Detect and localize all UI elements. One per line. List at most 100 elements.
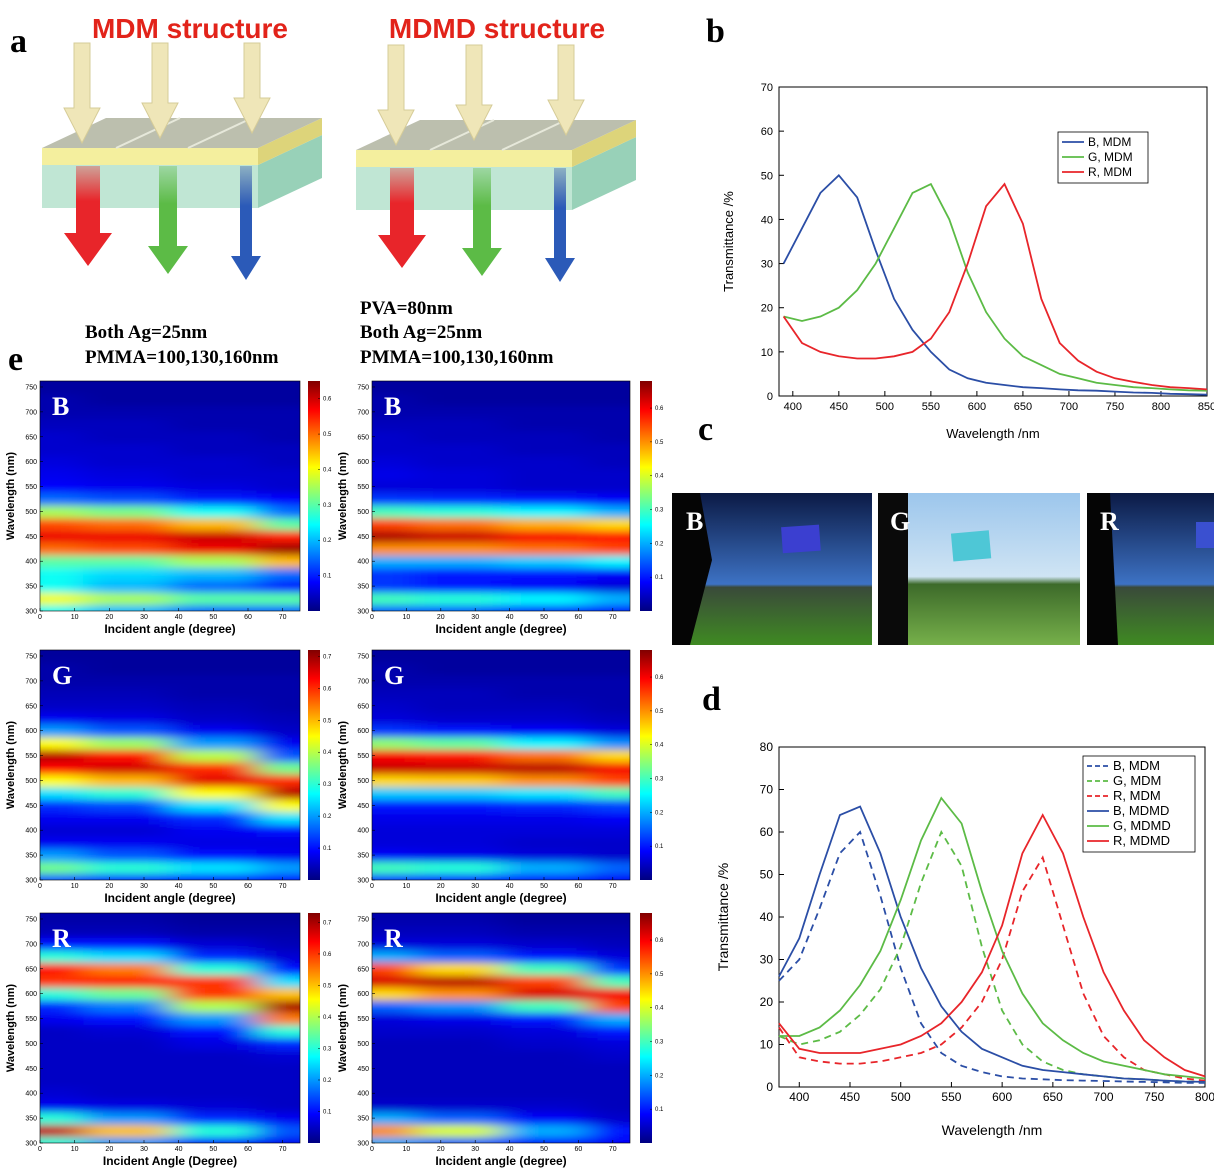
heatmap-cell [83, 836, 170, 849]
y-axis-label: Wavelength (nm) [5, 452, 17, 541]
heatmap-cell [501, 468, 588, 481]
y-tick-label: 650 [25, 966, 37, 973]
series-line [779, 858, 1205, 1081]
heatmap-cell [342, 836, 416, 849]
colorbar-tick-label: 0.5 [323, 718, 332, 724]
y-tick-label: 400 [25, 1091, 37, 1098]
x-tick-label: 850 [1198, 401, 1214, 413]
photos: B G R [672, 493, 1214, 645]
heatmap-cell [342, 555, 416, 568]
heatmap-cell [170, 443, 257, 456]
heatmap-cell [10, 675, 84, 688]
x-tick-label: 30 [140, 883, 148, 890]
heatmap-cell [415, 530, 502, 543]
heatmap-cell [83, 724, 170, 737]
heatmap-cell [342, 406, 416, 419]
heatmap-cell [415, 950, 502, 963]
colorbar-tick-label: 0.3 [323, 782, 332, 788]
colorbar-tick-label: 0.6 [655, 675, 664, 681]
panel-label: a [10, 23, 27, 60]
heatmap-cell [342, 799, 416, 812]
heatmap-cell [415, 1112, 502, 1125]
x-tick-label: 60 [244, 614, 252, 621]
y-tick-label: 350 [357, 584, 369, 591]
heatmap-cell [170, 455, 257, 468]
heatmap-cell [342, 975, 416, 988]
y-axis-label: Wavelength (nm) [337, 984, 349, 1073]
filter-sample [1196, 522, 1214, 548]
x-tick-label: 0 [38, 883, 42, 890]
heatmap-cell [83, 987, 170, 1000]
diagram-title: MDMD structure [389, 13, 605, 44]
y-tick-label: 400 [357, 828, 369, 835]
colorbar-tick-label: 0.2 [323, 538, 332, 544]
map-label: G [52, 661, 72, 690]
heatmap-cell [170, 1012, 257, 1025]
heatmap-cell [170, 762, 257, 775]
heatmap-cell [83, 505, 170, 518]
y-tick-label: 50 [761, 170, 773, 182]
x-tick-label: 0 [370, 614, 374, 621]
heatmap-cell [83, 925, 170, 938]
y-tick-label: 350 [25, 853, 37, 860]
x-tick-label: 40 [175, 883, 183, 890]
colorbar [308, 650, 320, 880]
heatmap-cell [83, 737, 170, 750]
heatmap-cell [83, 762, 170, 775]
y-tick-label: 30 [760, 953, 774, 967]
y-tick-label: 600 [25, 459, 37, 466]
y-tick-label: 650 [25, 434, 37, 441]
heatmap-cell [342, 1087, 416, 1100]
x-tick-label: 50 [540, 614, 548, 621]
heatmap-cell [170, 799, 257, 812]
x-tick-label: 70 [279, 883, 287, 890]
heatmap-cell [501, 938, 588, 951]
heatmap-cell [415, 1050, 502, 1063]
heatmap-cell [170, 963, 257, 976]
y-tick-label: 300 [25, 878, 37, 885]
colorbar [640, 381, 652, 611]
heatmap-cell [10, 592, 84, 605]
colorbar-tick-label: 0.5 [655, 440, 664, 446]
x-tick-label: 50 [540, 1146, 548, 1153]
heatmap-cell [83, 812, 170, 825]
heatmap-cell [83, 1087, 170, 1100]
y-tick-label: 350 [25, 584, 37, 591]
heatmap-cell [83, 1075, 170, 1088]
heatmap-cell [10, 1025, 84, 1038]
heatmap-cell [170, 1025, 257, 1038]
heatmap-cell [10, 712, 84, 725]
heatmap-cell [170, 724, 257, 737]
heatmap-cell [10, 431, 84, 444]
heatmap-cell [415, 1012, 502, 1025]
colorbar-tick-label: 0.1 [655, 575, 664, 581]
x-tick-label: 750 [1106, 401, 1124, 413]
heatmap-cell [10, 530, 84, 543]
heatmap-cell [415, 443, 502, 456]
y-tick-label: 400 [357, 1091, 369, 1098]
heatmap-cell [342, 1124, 416, 1137]
series-line [784, 184, 1207, 389]
heatmap-cell [501, 543, 588, 556]
heatmap-cell [342, 580, 416, 593]
legend-label: R, MDMD [1113, 833, 1170, 848]
heatmap-cell [501, 393, 588, 406]
heatmap-cell [415, 737, 502, 750]
x-tick-label: 60 [244, 883, 252, 890]
x-tick-label: 700 [1060, 401, 1078, 413]
heatmap-cell [501, 1099, 588, 1112]
heatmap-cell [170, 1075, 257, 1088]
x-tick-label: 800 [1152, 401, 1170, 413]
heatmap-cell [83, 1025, 170, 1038]
heatmap-cell [415, 1075, 502, 1088]
y-tick-label: 700 [25, 678, 37, 685]
heatmap-cell [83, 774, 170, 787]
colorbar-tick-label: 0.6 [323, 397, 332, 403]
heatmap-cell [10, 1050, 84, 1063]
note: PVA=80nm [360, 298, 453, 319]
heatmap-cell [10, 950, 84, 963]
heatmap-cell [10, 799, 84, 812]
heatmap-cell [342, 787, 416, 800]
heatmap-cell [170, 737, 257, 750]
heatmap-cell [10, 938, 84, 951]
